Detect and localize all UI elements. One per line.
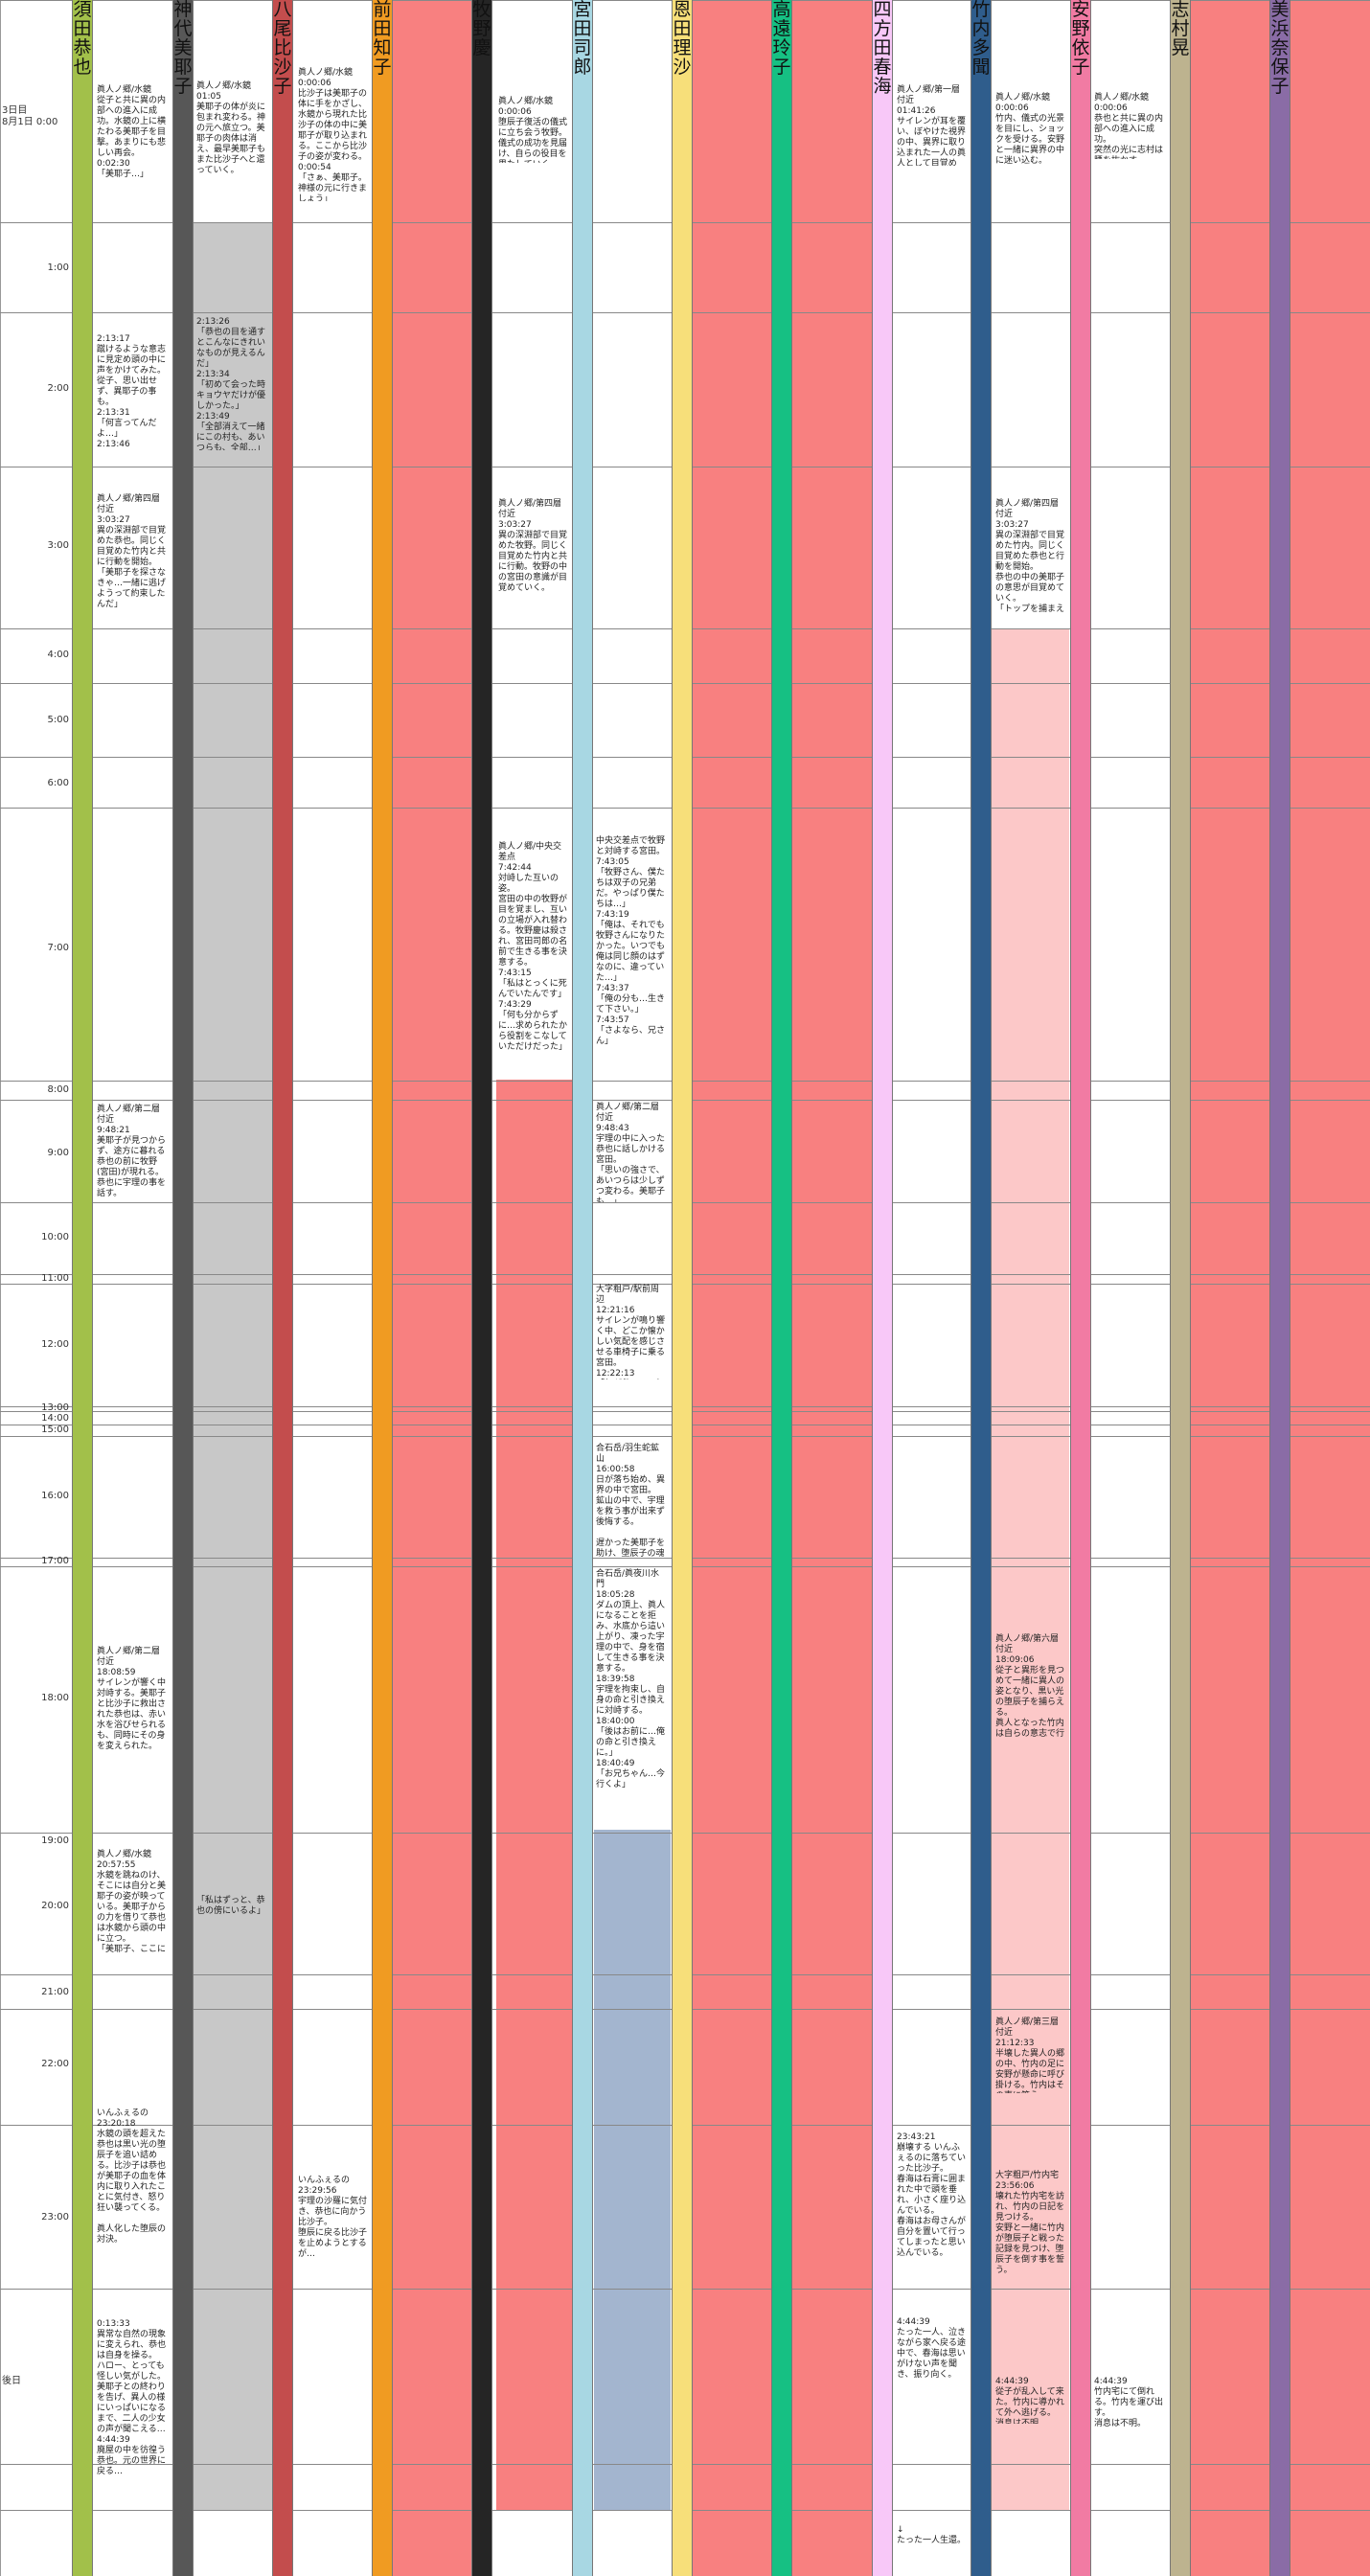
- event-note: 0:13:33 異常な自然の現象に変えられ、恭也は自身を操る。 ハロー、とっても…: [97, 2319, 167, 2476]
- event-note: 眞人ノ郷/第二層付近 9:48:21 美耶子が見つからず、途方に暮れる恭也の前に…: [97, 1105, 167, 1198]
- time-label: 6:00: [47, 778, 69, 788]
- time-label: 22:00: [41, 2059, 69, 2069]
- character-color-bar: [1170, 0, 1191, 2576]
- time-label: 20:00: [41, 1901, 69, 1911]
- character-color-bar: [771, 0, 792, 2576]
- character-name: 牧野慶: [472, 0, 491, 58]
- time-label: 15:00: [41, 1425, 69, 1435]
- status-region: [1191, 0, 1269, 2576]
- time-label: 11:00: [41, 1273, 69, 1284]
- character-name: 神代美耶子: [173, 0, 193, 97]
- event-note: 眞人ノ郷/第二層付近 18:08:59 サイレンが響く中対峙する。美耶子と比沙子…: [97, 1647, 167, 1751]
- status-region: [1290, 0, 1370, 2576]
- event-note: 眞人ノ郷/第四層付近 3:03:27 異の深淵部で目覚めた竹内。同じく目覚めた恭…: [995, 499, 1065, 613]
- event-note: 眞人ノ郷/第一層付近 01:41:26 サイレンが耳を覆い、ぼやけた視界の中、異…: [897, 85, 967, 166]
- event-note: 眞人ノ郷/水鏡 0:00:06 比沙子は美耶子の体に手をかざし、水鏡から現れた比…: [298, 68, 368, 201]
- time-label: 1:00: [47, 262, 69, 273]
- time-label: 23:00: [41, 2212, 69, 2223]
- character-color-bar: [572, 0, 593, 2576]
- time-label: 16:00: [41, 1491, 69, 1501]
- event-note: 眞人ノ郷/第四層付近 3:03:27 異の深淵部で目覚めた恭也。同じく目覚めた竹…: [97, 494, 167, 608]
- character-color-bar: [970, 0, 992, 2576]
- event-note: ↓ たった一人生還。: [897, 2525, 967, 2545]
- event-note: 眞人ノ郷/水鏡 從子と共に異の内部への進入に成功。水鏡の上に横たわる美耶子を目撃…: [97, 85, 167, 179]
- character-name: 安野依子: [1071, 0, 1090, 78]
- yamibito-region: [189, 222, 272, 2510]
- character-name: 四方田春海: [873, 0, 892, 97]
- time-label: 18:00: [41, 1693, 69, 1703]
- time-label: 5:00: [47, 715, 69, 725]
- event-note: 23:43:21 崩壊する いんふぇるのに落ちていった比沙子。 春海は石膏に囲ま…: [897, 2132, 967, 2258]
- event-note: 大字粗戸/駅前周辺 12:21:16 サイレンが鳴り響く中、どこか懐かしい気配を…: [596, 1285, 666, 1379]
- character-name: 高遠玲子: [772, 0, 791, 78]
- character-color-bar: [72, 0, 93, 2576]
- time-label: 19:00: [41, 1835, 69, 1846]
- time-label: 4:00: [47, 650, 69, 660]
- time-label: 14:00: [41, 1413, 69, 1424]
- event-note: 眞人ノ郷/第二層付近 9:48:43 宇理の中に入った恭也に話しかける宮田。 「…: [596, 1103, 666, 1202]
- time-label: 21:00: [41, 1987, 69, 1997]
- time-label: 7:00: [47, 943, 69, 953]
- character-color-bar: [1070, 0, 1091, 2576]
- note-background: [496, 0, 572, 1080]
- status-region: [393, 0, 471, 2576]
- event-note: 4:44:39 竹内宅にて倒れる。竹内を運び出す。 消息は不明。: [1094, 2377, 1164, 2428]
- character-color-bar: [272, 0, 293, 2576]
- character-color-bar: [872, 0, 893, 2576]
- time-label: 8:00: [47, 1084, 69, 1095]
- event-note: 眞人ノ郷/水鏡 0:00:06 竹内、儀式の光景を目にし、ショックを受ける。安野…: [995, 93, 1065, 166]
- event-note: 2:13:26 「恭也の目を通すとこんなにきれいなものが見えるんだ」 2:13:…: [196, 317, 266, 450]
- event-note: 眞人ノ郷/水鏡 01:05 美耶子の体が炎に包まれ変わる。神の元へ旅立つ。美耶子…: [196, 81, 266, 175]
- event-note: 眞人ノ郷/水鏡 0:00:06 恭也と共に異の内部への進入に成功。 突然の光に志…: [1094, 93, 1164, 159]
- character-color-bar: [172, 0, 194, 2576]
- status-region: [792, 0, 872, 2576]
- event-note: 合石岳/羽生蛇鉱山 16:00:58 日が落ち始め、異界の中で宮田。 鉱山の中で…: [596, 1444, 666, 1558]
- event-note: いんふぇるの 23:29:56 宇理の沙羅に気付き、恭也に向かう比沙子。 堕辰に…: [298, 2176, 368, 2259]
- time-label: 17:00: [41, 1556, 69, 1566]
- event-note: 眞人ノ郷/第三層付近 21:12:33 半壊した異人の郷の中、竹内の足に安野が懸…: [995, 2017, 1065, 2093]
- character-color-bar: [672, 0, 693, 2576]
- character-color-bar: [471, 0, 492, 2576]
- character-color-bar: [372, 0, 393, 2576]
- shibito-region-miyata: [594, 1830, 671, 2510]
- character-name: 恩田理沙: [673, 0, 692, 78]
- character-color-bar: [1269, 0, 1290, 2576]
- time-label: 9:00: [47, 1148, 69, 1158]
- character-name: 宮田司郎: [573, 0, 592, 78]
- day-label: 3日目 8月1日 0:00: [2, 105, 58, 127]
- event-note: いんふぇるの 23:20:18 水鏡の頭を超えた恭也は黒い光の堕辰子を追い詰める…: [97, 2109, 167, 2245]
- time-label: 13:00: [41, 1402, 69, 1413]
- event-note: 眞人ノ郷/第六層付近 18:09:06 從子と異形を見つめて一緒に異人の姿となり…: [995, 1634, 1065, 1739]
- event-note: 2:13:17 蹴けるような意志に見定め頭の中に声をかけてみた。從子、思い出せず…: [97, 334, 167, 448]
- shibito-region-takeuchi: [992, 628, 1069, 2510]
- event-note: 眞人ノ郷/水鏡 20:57:55 水鏡を跳ねのけ、そこには自分と美耶子の姿が映っ…: [97, 1850, 167, 1954]
- event-note: 眞人ノ郷/第四層付近 3:03:27 異の深淵部で目覚めた牧野。同じく目覚めた竹…: [498, 499, 568, 593]
- time-label: 10:00: [41, 1232, 69, 1242]
- event-note: 合石岳/眞夜川水門 18:05:28 ダムの頂上、眞人になることを拒み、水底から…: [596, 1569, 666, 1790]
- event-note: 眞人ノ郷/中央交差点 7:42:44 対峙した互いの姿。 宮田の中の牧野が目を覚…: [498, 842, 568, 1052]
- death-region-makino: [496, 1080, 572, 2510]
- character-name: 美浜奈保子: [1270, 0, 1290, 97]
- status-region: [693, 0, 771, 2576]
- time-label: 12:00: [41, 1339, 69, 1350]
- character-name: 須田恭也: [73, 0, 92, 78]
- event-note: 中央交差点で牧野と対峙する宮田。 7:43:05 「牧野さん、僕たちは双子の兄弟…: [596, 836, 666, 1046]
- time-label: 3:00: [47, 540, 69, 551]
- character-name: 前田知子: [373, 0, 392, 78]
- event-note: 4:44:39 たった一人、泣きながら家へ戻る途中で、春海は思いがけない声を聞き…: [897, 2317, 967, 2380]
- character-name: 志村晃: [1171, 0, 1190, 58]
- event-note: 眞人ノ郷/水鏡 0:00:06 堕辰子復活の儀式に立ち会う牧野。儀式の成功を見届…: [498, 97, 568, 163]
- event-note: 大字粗戸/竹内宅 23:56:06 壊れた竹内宅を訪れ、竹内の日記を見つける。 …: [995, 2171, 1065, 2275]
- event-note: 4:44:39 從子が乱入して来た。竹内に導かれて外へ逃げる。 消息は不明。: [995, 2377, 1065, 2424]
- time-label: 2:00: [47, 383, 69, 394]
- column-divider: [0, 0, 1, 2576]
- event-note: 「私はずっと、恭也の傍にいるよ」: [196, 1896, 266, 1916]
- character-name: 八尾比沙子: [273, 0, 292, 97]
- character-name: 竹内多聞: [971, 0, 991, 78]
- day-label: 後日: [2, 2376, 21, 2386]
